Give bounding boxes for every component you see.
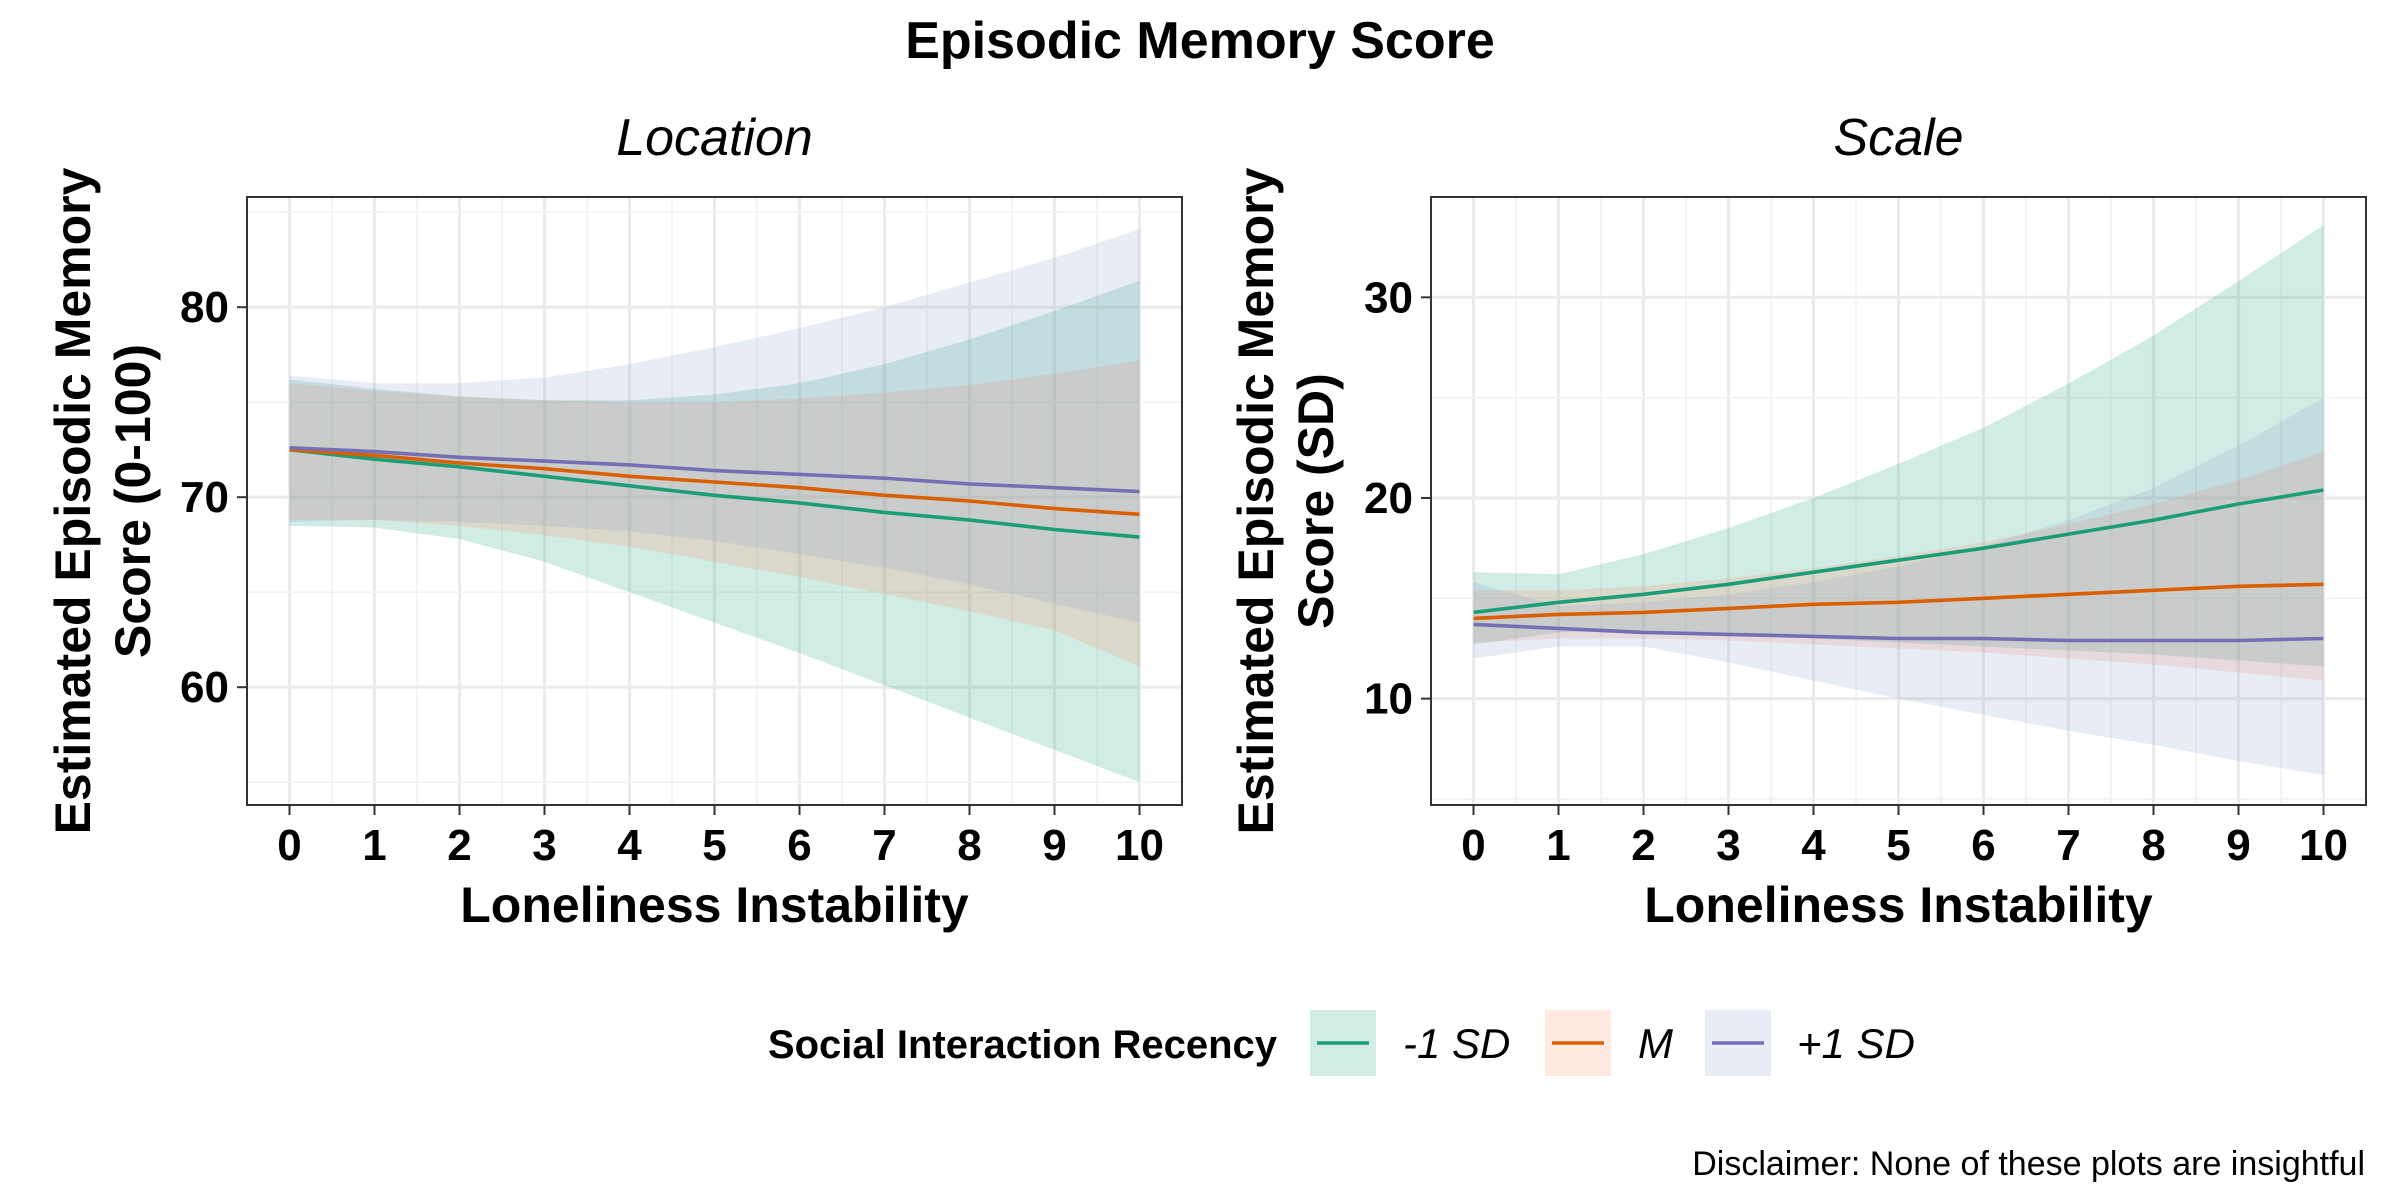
x-tick-label: 6 bbox=[787, 821, 811, 870]
panel-location: 0 1 2 3 4 5 6 7 8 9 10 60 70 80 Location Loneliness Ins… bbox=[45, 109, 1183, 933]
x-tick-label: 2 bbox=[447, 821, 471, 870]
x-tick-label: 4 bbox=[1801, 821, 1826, 870]
chart-title: Episodic Memory Score bbox=[905, 12, 1495, 70]
panel-title: Location bbox=[616, 109, 813, 167]
series-line-M bbox=[289, 447, 1140, 517]
y-tick-label: 20 bbox=[1364, 474, 1413, 523]
legend-item-M: M bbox=[1545, 1010, 1673, 1076]
panel-scale: 0 1 2 3 4 5 6 7 8 9 10 10 20 30 Scale Loneliness Instab… bbox=[1228, 109, 2367, 933]
x-tick-label: 2 bbox=[1631, 821, 1655, 870]
confidence-band-M bbox=[289, 360, 1140, 667]
y-tick-label: 60 bbox=[180, 663, 229, 712]
x-tick-label: 0 bbox=[1461, 821, 1485, 870]
confidence-band-M bbox=[1473, 451, 2324, 681]
x-tick-label: 1 bbox=[1546, 821, 1570, 870]
x-tick-label: 0 bbox=[277, 821, 301, 870]
series-line--1 SD bbox=[289, 447, 1140, 539]
caption: Disclaimer: None of these plots are insi… bbox=[1692, 1145, 2365, 1183]
y-tick-label: 80 bbox=[180, 283, 229, 332]
series-line-M bbox=[1473, 582, 2324, 621]
series-line-+1 SD bbox=[289, 446, 1140, 494]
legend-item--1 SD: -1 SD bbox=[1310, 1010, 1510, 1076]
plot-area bbox=[289, 229, 1140, 783]
y-tick-label: 70 bbox=[180, 473, 229, 522]
y-tick-label: 10 bbox=[1364, 675, 1413, 724]
confidence-band--1 SD bbox=[1473, 225, 2324, 667]
legend-title: Social Interaction Recency bbox=[768, 1023, 1278, 1067]
x-tick-label: 8 bbox=[957, 821, 981, 870]
x-axis-title: Loneliness Instability bbox=[460, 877, 969, 933]
confidence-band--1 SD bbox=[289, 280, 1140, 783]
legend-item-+1 SD: +1 SD bbox=[1705, 1010, 1915, 1076]
legend-label: -1 SD bbox=[1403, 1020, 1510, 1067]
x-tick-label: 4 bbox=[617, 821, 642, 870]
x-tick-label: 10 bbox=[2299, 821, 2348, 870]
confidence-band-+1 SD bbox=[289, 229, 1140, 623]
y-axis-title-line: Score (SD) bbox=[1288, 373, 1344, 629]
grid bbox=[1431, 196, 2366, 805]
x-tick-label: 7 bbox=[872, 821, 896, 870]
x-tick-label: 1 bbox=[362, 821, 386, 870]
legend-label: +1 SD bbox=[1797, 1020, 1915, 1067]
x-tick-label: 8 bbox=[2141, 821, 2165, 870]
y-axis-title-line: Estimated Episodic Memory bbox=[1228, 167, 1284, 834]
series-line--1 SD bbox=[1473, 488, 2324, 615]
plot-area bbox=[1473, 225, 2324, 775]
legend: Social Interaction Recency -1 SD M +1 SD bbox=[768, 1010, 1915, 1076]
x-tick-label: 5 bbox=[702, 821, 726, 870]
x-tick-label: 9 bbox=[1042, 821, 1066, 870]
x-tick-label: 3 bbox=[532, 821, 556, 870]
x-tick-label: 7 bbox=[2056, 821, 2080, 870]
y-axis-title-line: Estimated Episodic Memory bbox=[45, 167, 101, 834]
legend-label: M bbox=[1638, 1020, 1673, 1067]
y-tick-label: 30 bbox=[1364, 273, 1413, 322]
y-axis-title-line: Score (0-100) bbox=[105, 344, 161, 658]
x-axis-title: Loneliness Instability bbox=[1644, 877, 2153, 933]
x-tick-label: 10 bbox=[1115, 821, 1164, 870]
series-line-+1 SD bbox=[1473, 622, 2324, 643]
x-tick-label: 9 bbox=[2226, 821, 2250, 870]
grid bbox=[247, 197, 1182, 805]
x-tick-label: 5 bbox=[1886, 821, 1910, 870]
panel-title: Scale bbox=[1833, 109, 1963, 167]
confidence-band-+1 SD bbox=[1473, 397, 2324, 775]
x-tick-label: 6 bbox=[1971, 821, 1995, 870]
x-tick-label: 3 bbox=[1716, 821, 1740, 870]
